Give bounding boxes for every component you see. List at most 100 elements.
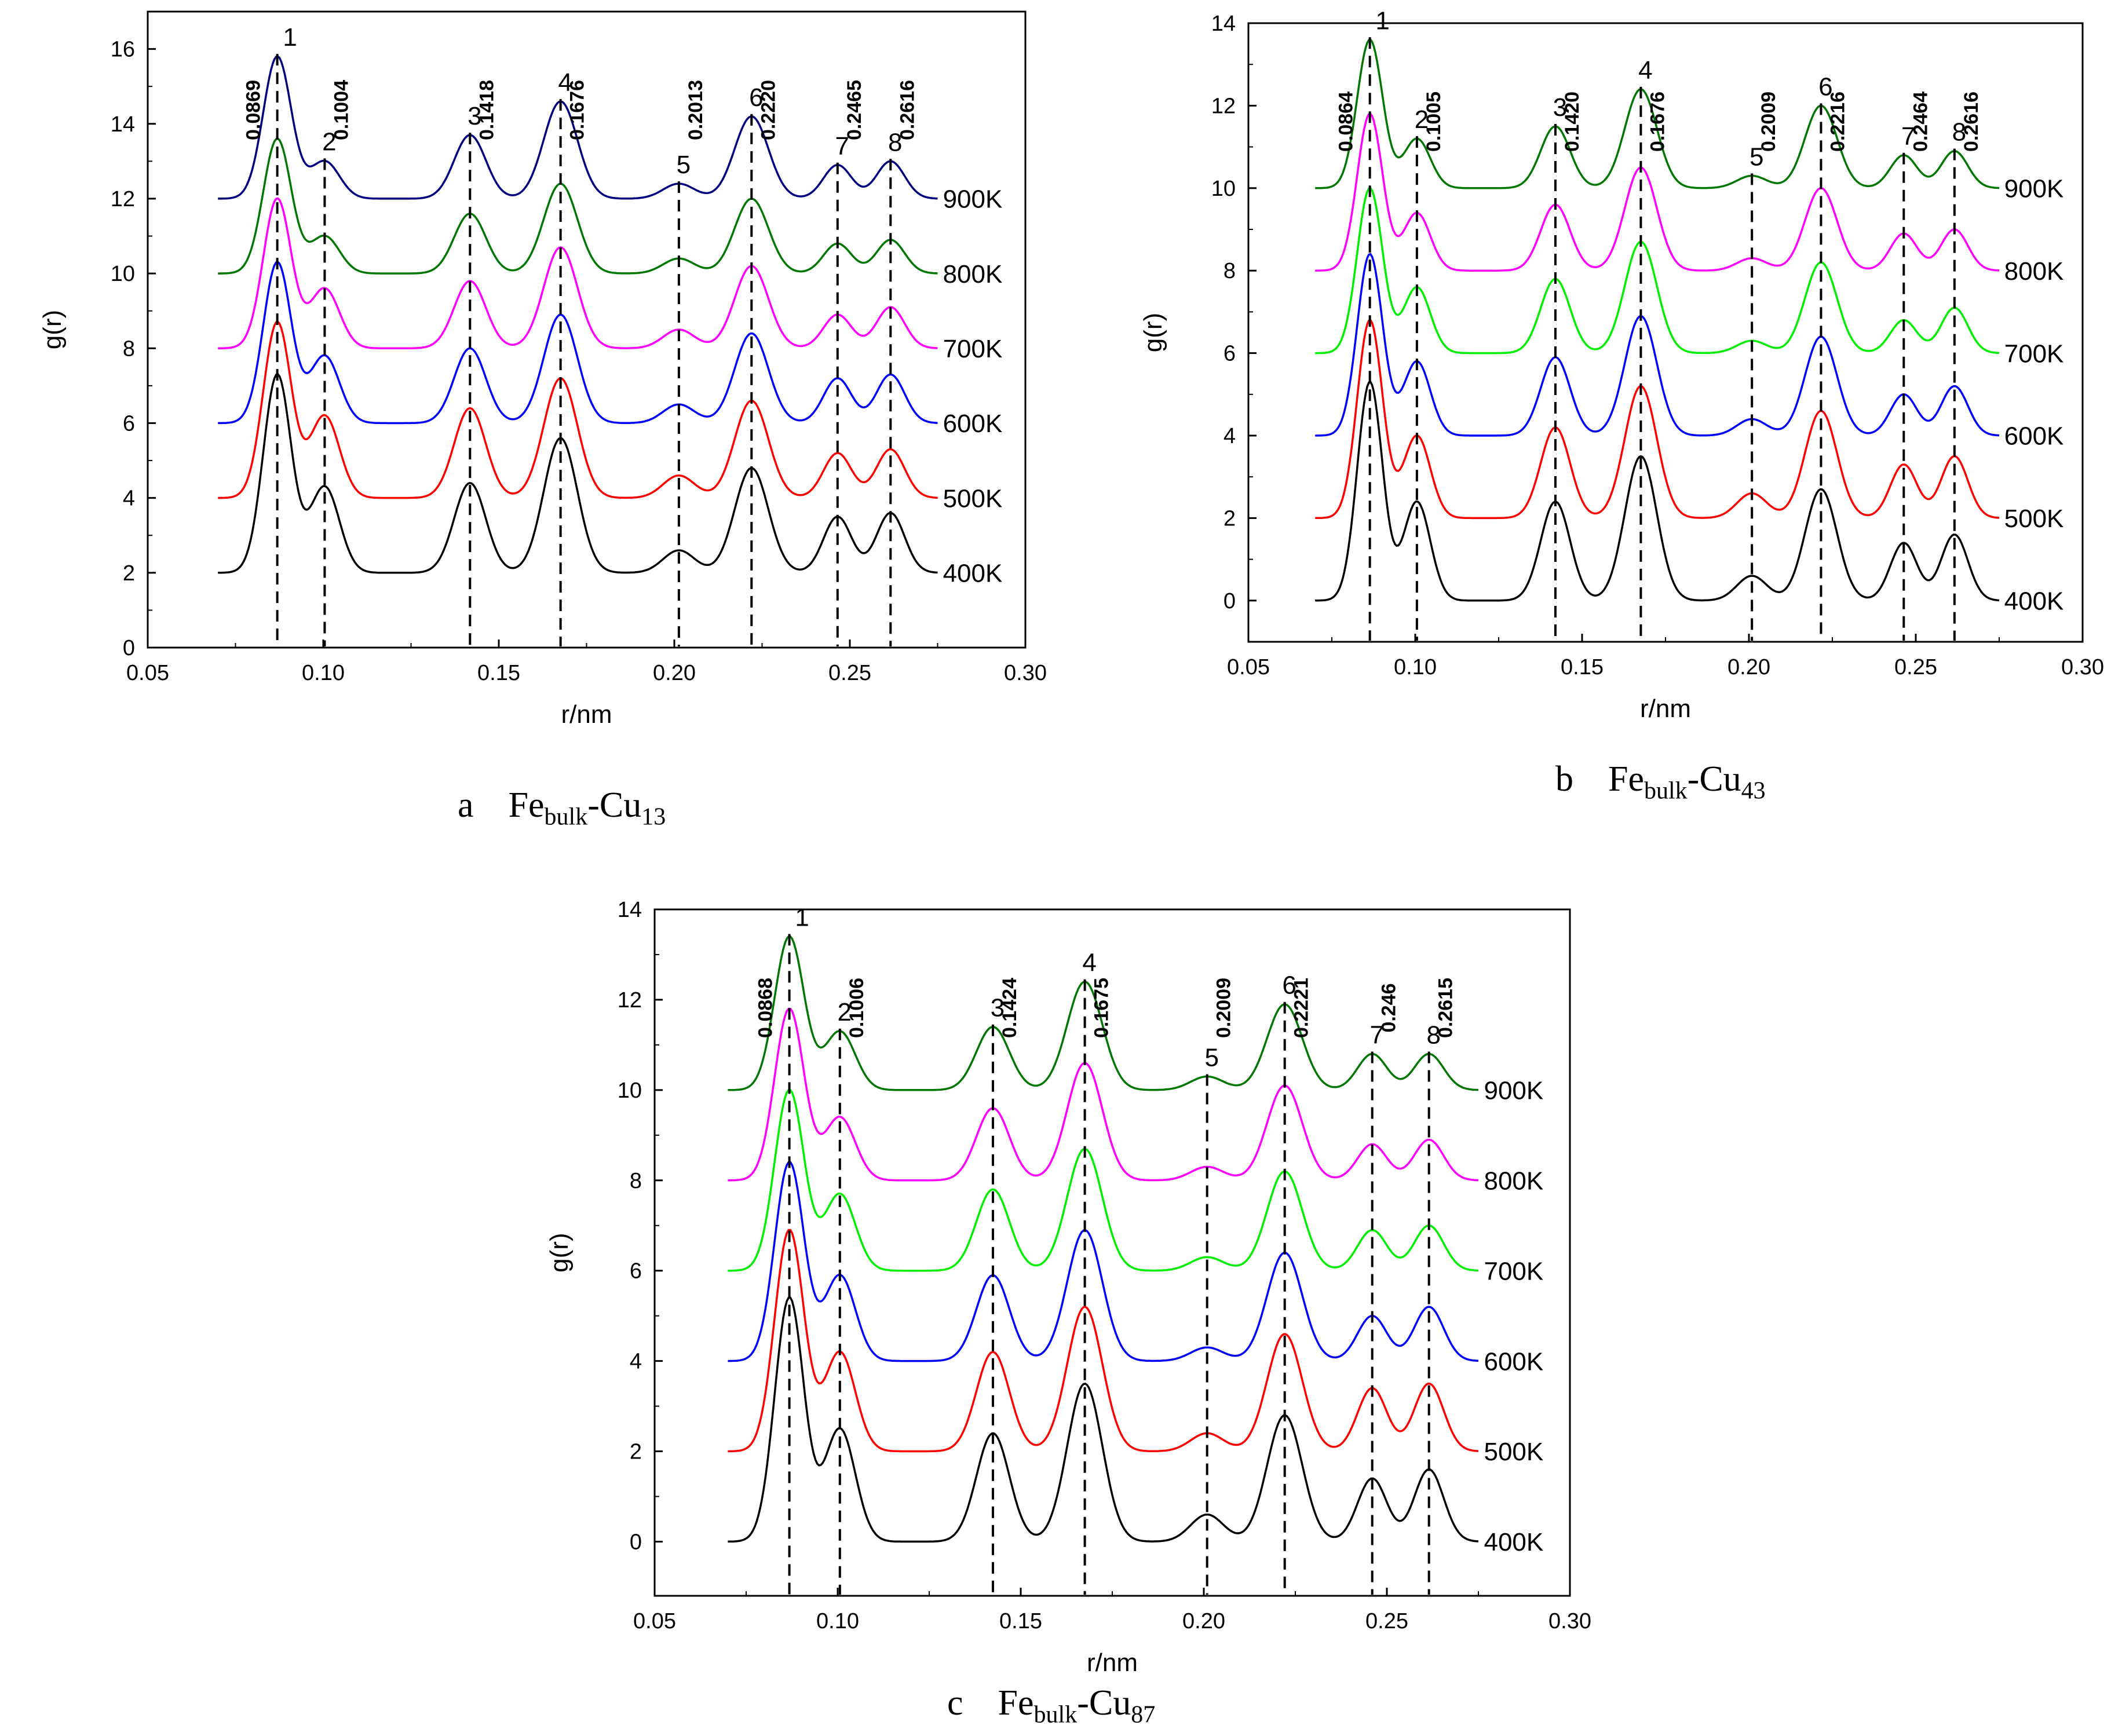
peak-number-8-a: 8 (888, 128, 902, 156)
peak-value-label-8-b: 0.2616 (1960, 92, 1982, 152)
series-line-900k-a (218, 55, 938, 200)
peak-value-label-3-a: 0.1418 (476, 80, 498, 140)
peak-value-label-4-c: 0.1675 (1091, 978, 1113, 1038)
peak-number-4-c: 4 (1082, 949, 1096, 977)
peak-number-5-b: 5 (1750, 142, 1763, 171)
series-label-500k-b: 500K (2004, 505, 2064, 533)
series-label-900k-a: 900K (943, 185, 1003, 214)
chart-b-svg: 0.05 0.10 0.15 0.20 0.25 0.3002468101214r/nmg… (1139, 6, 2104, 723)
y-tick-label-b: 8 (1223, 259, 1236, 283)
peak-number-1-b: 1 (1375, 6, 1389, 35)
peak-value-label-2-b: 0.1005 (1423, 92, 1445, 152)
x-tick-label-c: 0.05 (633, 1609, 676, 1633)
y-tick-label-b: 10 (1211, 177, 1236, 201)
peak-value-label-3-c: 0.1424 (999, 978, 1021, 1038)
peak-number-6-b: 6 (1818, 72, 1832, 101)
x-tick-label-b: 0.10 (1394, 655, 1437, 679)
peak-value-label-2-a: 0.1004 (330, 80, 352, 140)
chart-panel-b: 0.05 0.10 0.15 0.20 0.25 0.30 0 2 4 6 8 10 12 14 r/nm g… (1101, 0, 2111, 724)
caption-a-num: 13 (641, 803, 666, 831)
series-label-700k-c: 700K (1484, 1257, 1543, 1285)
peak-number-7-b: 7 (1901, 122, 1915, 151)
caption-b-letter: b (1555, 759, 1573, 799)
series-label-500k-c: 500K (1484, 1438, 1543, 1466)
y-tick-label-a: 6 (123, 411, 135, 436)
x-tick-label-c: 0.20 (1182, 1609, 1225, 1633)
series-label-400k-b: 400K (2004, 587, 2064, 615)
x-axis-title-c: r/nm (1087, 1649, 1138, 1677)
series-label-600k-a: 600K (943, 410, 1003, 438)
series-line-600k-b (1315, 253, 2000, 437)
peak-value-label-4-b: 0.1676 (1646, 92, 1668, 152)
y-tick-label-c: 2 (630, 1440, 642, 1464)
peak-number-4-b: 4 (1638, 56, 1652, 85)
series-label-400k-a: 400K (943, 559, 1003, 587)
x-tick-label-b: 0.25 (1894, 655, 1937, 679)
caption-b-sub: bulk (1644, 777, 1688, 805)
x-tick-label-c: 0.30 (1548, 1609, 1591, 1633)
y-axis-title-c: g(r) (545, 1233, 574, 1272)
x-tick-label-c: 0.25 (1365, 1609, 1408, 1633)
chart-a-svg: 0.05 0.10 0.15 0.20 0.25 0.300246810121416r/n… (38, 10, 1047, 729)
peak-value-label-5-b: 0.2009 (1758, 92, 1780, 152)
peak-value-label-6-b: 0.2216 (1827, 92, 1849, 152)
x-tick-label-a: 0.10 (302, 661, 345, 685)
series-line-900k-c (728, 935, 1479, 1091)
peak-number-2-b: 2 (1415, 105, 1429, 134)
peak-number-6-a: 6 (749, 83, 763, 112)
y-tick-label-b: 6 (1223, 342, 1236, 366)
caption-c-main: Fe (998, 1683, 1034, 1723)
series-line-600k-a (218, 261, 938, 425)
series-line-600k-c (728, 1161, 1479, 1362)
caption-b-main: Fe (1608, 759, 1644, 799)
y-tick-label-a: 2 (123, 561, 135, 586)
y-tick-label-c: 12 (618, 988, 642, 1013)
peak-number-8-c: 8 (1426, 1021, 1440, 1049)
y-tick-label-a: 12 (111, 187, 135, 211)
series-line-500k-b (1315, 319, 2000, 520)
caption-c-num: 87 (1131, 1701, 1156, 1728)
peak-number-3-a: 3 (468, 102, 481, 130)
y-tick-label-a: 8 (123, 337, 135, 361)
peak-number-7-a: 7 (835, 132, 849, 160)
caption-c: c Febulk-Cu87 (947, 1683, 1155, 1728)
peak-value-label-5-c: 0.2009 (1213, 978, 1235, 1038)
chart-panel-c: 0.05 0.10 0.15 0.20 0.25 0.30 0 2 4 6 8 10 12 14 r/nm g… (545, 875, 1593, 1677)
series-line-900k-b (1315, 38, 2000, 189)
series-line-400k-b (1315, 381, 2000, 602)
peak-number-1-c: 1 (795, 903, 809, 931)
caption-c-tail: -Cu (1077, 1683, 1131, 1723)
series-label-500k-a: 500K (943, 484, 1003, 513)
y-tick-label-a: 0 (123, 636, 135, 660)
peak-number-2-a: 2 (322, 128, 336, 156)
x-tick-label-a: 0.15 (477, 661, 520, 685)
peak-value-label-7-b: 0.2464 (1909, 92, 1931, 152)
peak-value-label-1-b: 0.0864 (1335, 92, 1357, 152)
peak-value-label-5-a: 0.2013 (685, 80, 707, 140)
peak-number-6-c: 6 (1282, 971, 1296, 1000)
peak-number-5-c: 5 (1204, 1043, 1218, 1072)
series-line-800k-c (728, 1007, 1479, 1182)
y-axis-title-a: g(r) (38, 310, 67, 349)
series-label-800k-a: 800K (943, 260, 1003, 288)
peak-value-label-6-c: 0.2221 (1291, 978, 1313, 1038)
series-label-400k-c: 400K (1484, 1528, 1543, 1556)
x-tick-label-a: 0.30 (1004, 661, 1047, 685)
series-line-800k-a (218, 137, 938, 275)
chart-c-svg: 0.05 0.10 0.15 0.20 0.25 0.3002468101214r/nmg… (545, 898, 1591, 1677)
series-label-900k-b: 900K (2004, 175, 2064, 203)
peak-number-5-a: 5 (677, 151, 691, 179)
caption-b-tail: -Cu (1687, 759, 1741, 799)
peak-value-label-6-a: 0.2220 (757, 80, 779, 140)
peak-value-label-1-c: 0.0868 (755, 978, 777, 1038)
peak-value-label-8-c: 0.2615 (1435, 978, 1457, 1038)
peak-number-4-a: 4 (558, 68, 572, 97)
peak-number-3-b: 3 (1553, 93, 1567, 122)
caption-a-main: Fe (508, 785, 545, 825)
chart-panel-a: 0.05 0.10 0.15 0.20 0.25 0.30 0 2 4 6 8 10 12 14 16 r/n… (0, 0, 1047, 736)
peak-value-label-8-a: 0.2616 (896, 80, 918, 140)
y-axis-title-b: g(r) (1139, 313, 1167, 352)
y-tick-label-a: 14 (111, 112, 135, 137)
peak-value-label-3-b: 0.1420 (1561, 92, 1583, 152)
peak-number-7-c: 7 (1369, 1021, 1383, 1049)
